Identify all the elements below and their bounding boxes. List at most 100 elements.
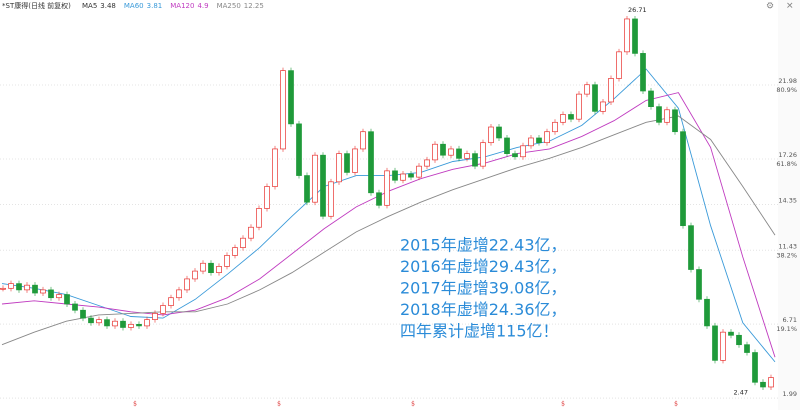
fib-label: 80.9% xyxy=(776,86,797,94)
note-line: 2016年虚增29.43亿， xyxy=(400,257,567,276)
note-line: 四年累计虚增115亿！ xyxy=(400,322,559,341)
candle xyxy=(560,114,566,123)
y-tick-label: 6.71 xyxy=(783,316,797,324)
legend-value: 12.25 xyxy=(244,2,264,10)
candle xyxy=(224,255,230,267)
candle xyxy=(648,90,654,108)
candle xyxy=(120,320,126,328)
candle xyxy=(704,298,710,327)
event-marker: $ xyxy=(561,401,565,408)
candle xyxy=(472,153,478,167)
candle xyxy=(696,269,702,300)
candle xyxy=(24,284,30,291)
candle xyxy=(744,344,750,353)
candle xyxy=(40,289,46,294)
chart-title: *ST康得(日线 前复权) xyxy=(2,1,71,10)
candle xyxy=(96,319,102,324)
candle xyxy=(240,237,246,248)
candle xyxy=(584,84,590,95)
candle xyxy=(320,154,326,217)
candle xyxy=(632,18,638,54)
price-annotation: 2.47 xyxy=(734,389,748,397)
candle xyxy=(0,287,6,290)
candle xyxy=(136,323,142,327)
candle xyxy=(296,123,302,176)
candle xyxy=(352,148,358,173)
candle xyxy=(80,309,86,319)
candle xyxy=(144,319,150,327)
candle xyxy=(264,186,270,209)
event-marker: $ xyxy=(674,401,678,408)
plot: 21.98 17.26 14.35 11.43 6.71 1.99 80.9% 61.8% 38… xyxy=(0,6,797,408)
candle xyxy=(528,137,534,147)
close-icon[interactable]: ✕ xyxy=(786,2,794,12)
fib-label: 19.1% xyxy=(776,325,797,333)
candle xyxy=(208,262,214,274)
candle xyxy=(688,225,694,270)
candle xyxy=(464,153,470,159)
candle xyxy=(680,131,686,227)
legend-name: MA250 xyxy=(217,2,241,10)
candle xyxy=(760,381,766,388)
candle xyxy=(216,266,222,274)
candle xyxy=(344,153,350,173)
y-tick-label: 1.99 xyxy=(783,390,797,398)
axis-panel xyxy=(778,0,800,410)
candle xyxy=(616,51,622,79)
candle xyxy=(256,208,262,228)
candle xyxy=(272,148,278,187)
candle xyxy=(360,131,366,150)
legend-value: 4.9 xyxy=(197,2,208,10)
candle xyxy=(288,70,294,125)
candle xyxy=(656,106,662,123)
y-tick-label: 11.43 xyxy=(778,242,797,250)
candle xyxy=(112,320,118,327)
candle xyxy=(152,313,158,320)
candle xyxy=(728,331,734,336)
candle xyxy=(496,126,502,139)
candle xyxy=(312,154,318,203)
candle xyxy=(664,109,670,123)
y-tick-label: 21.98 xyxy=(778,77,797,85)
candle xyxy=(536,137,542,144)
candle xyxy=(32,284,38,294)
candle xyxy=(520,145,526,158)
candle xyxy=(416,165,422,178)
candle xyxy=(200,262,206,272)
candle xyxy=(456,148,462,159)
note-line: 2015年虚增22.43亿， xyxy=(400,236,567,255)
candle xyxy=(400,173,406,181)
y-tick-label: 17.26 xyxy=(778,151,797,159)
candle xyxy=(248,226,254,239)
candle xyxy=(576,93,582,120)
candle xyxy=(8,283,14,289)
candle xyxy=(624,18,630,53)
candle xyxy=(552,121,558,133)
candle xyxy=(408,173,414,178)
candle xyxy=(232,247,238,256)
candle xyxy=(48,289,54,299)
candle xyxy=(168,297,174,306)
candle xyxy=(640,53,646,92)
event-marker: $ xyxy=(411,401,415,408)
legend-name: MA5 xyxy=(82,2,97,10)
candle xyxy=(72,303,78,311)
candle xyxy=(384,170,390,206)
candle xyxy=(392,170,398,181)
legend: MA5 3.48 MA60 3.81 MA120 4.9 MA250 12.25 xyxy=(82,2,264,10)
note-line: 2018年虚增24.36亿， xyxy=(400,300,567,319)
candle xyxy=(56,294,62,299)
candle xyxy=(672,109,678,133)
candle xyxy=(600,101,606,112)
note-line: 2017年虚增39.08亿， xyxy=(400,279,567,298)
legend-name: MA60 xyxy=(124,2,144,10)
candle xyxy=(440,143,446,156)
candle xyxy=(712,325,718,361)
candle xyxy=(64,294,70,305)
settings-icon[interactable]: ⚙ xyxy=(766,2,774,12)
candle xyxy=(376,192,382,206)
ma-line xyxy=(1,115,776,346)
candle xyxy=(128,323,134,328)
candle xyxy=(192,270,198,280)
